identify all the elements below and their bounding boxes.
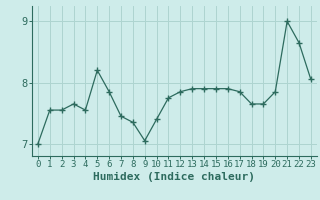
X-axis label: Humidex (Indice chaleur): Humidex (Indice chaleur): [93, 172, 255, 182]
